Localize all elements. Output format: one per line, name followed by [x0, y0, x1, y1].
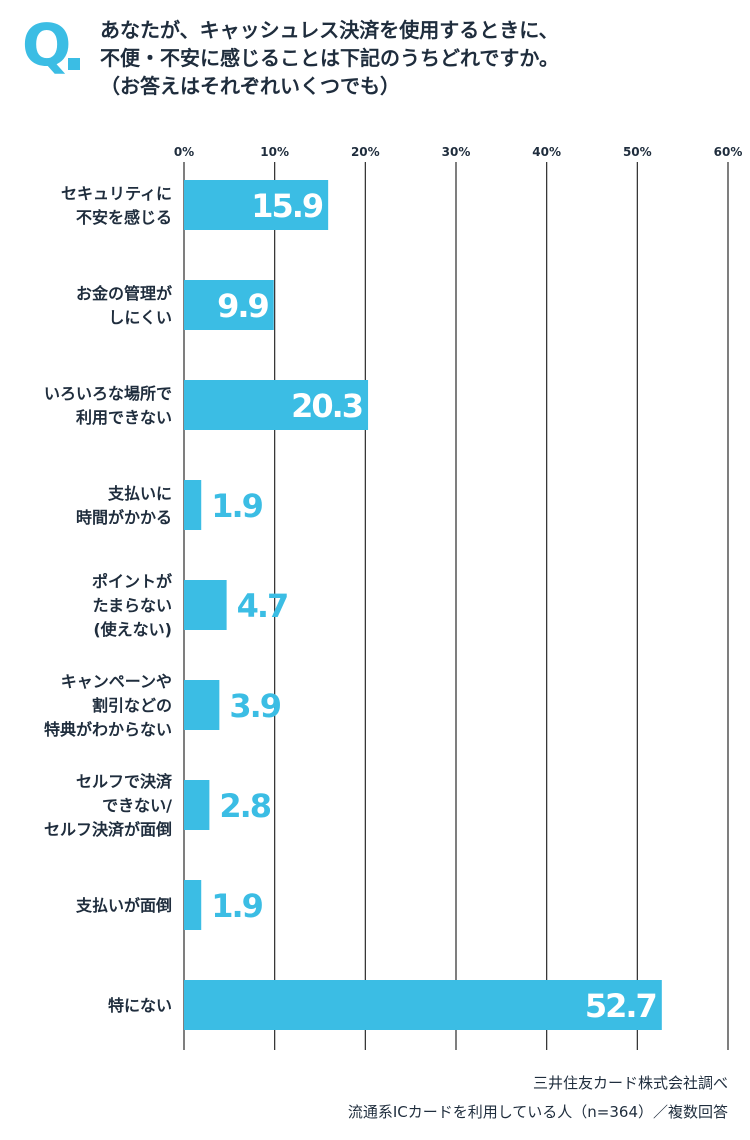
- category-label: 特にない: [108, 996, 172, 1015]
- category-label: 支払いに: [107, 484, 172, 503]
- source-note: 三井住友カード株式会社調べ: [532, 1074, 728, 1092]
- category-label: セルフで決済: [76, 772, 173, 791]
- category-label: できない/: [102, 796, 172, 815]
- tick-label: 50%: [623, 145, 652, 159]
- value-label: 3.9: [229, 687, 280, 725]
- bar: [184, 380, 369, 430]
- question-line: （お答えはそれぞれいくつでも）: [100, 74, 400, 98]
- category-label: セルフ決済が面倒: [44, 820, 172, 839]
- category-label: たまらない: [92, 596, 172, 615]
- category-label: 割引などの: [92, 696, 172, 715]
- category-label: しにくい: [108, 308, 172, 327]
- question-mark: Q: [22, 11, 72, 79]
- value-label: 15.9: [251, 187, 323, 225]
- tick-label: 40%: [532, 145, 561, 159]
- tick-label: 0%: [174, 145, 194, 159]
- bar: [184, 880, 202, 930]
- bar: [184, 680, 220, 730]
- value-label: 9.9: [217, 287, 268, 325]
- question-mark-dot: [68, 58, 80, 70]
- value-label: 20.3: [291, 387, 362, 425]
- bar: [184, 580, 227, 630]
- value-label: 2.8: [219, 787, 270, 825]
- category-label: お金の管理が: [76, 284, 172, 303]
- category-label: セキュリティに: [61, 184, 172, 203]
- bar: [184, 780, 210, 830]
- tick-label: 60%: [714, 145, 743, 159]
- bar: [184, 280, 274, 330]
- category-label: 利用できない: [76, 408, 172, 427]
- question-line: 不便・不安に感じることは下記のうちどれですか。: [100, 46, 559, 70]
- tick-label: 10%: [260, 145, 289, 159]
- category-label: ポイントが: [92, 572, 172, 591]
- category-label: 特典がわからない: [44, 720, 172, 739]
- value-label: 4.7: [237, 587, 288, 625]
- sample-note: 流通系ICカードを利用している人（n=364）／複数回答: [347, 1103, 728, 1121]
- category-label: いろいろな場所で: [44, 384, 172, 403]
- category-label: 不安を感じる: [76, 208, 172, 227]
- tick-label: 20%: [351, 145, 380, 159]
- bar: [184, 180, 329, 230]
- tick-label: 30%: [442, 145, 471, 159]
- category-label: (使えない): [93, 620, 172, 639]
- question-line: あなたが、キャッシュレス決済を使用するときに、: [100, 18, 559, 42]
- value-label: 52.7: [585, 987, 656, 1025]
- bar: [184, 480, 202, 530]
- category-label: 支払いが面倒: [75, 896, 172, 915]
- category-label: キャンペーンや: [61, 672, 172, 691]
- category-label: 時間がかかる: [76, 508, 172, 527]
- value-label: 1.9: [211, 487, 262, 525]
- question-text: あなたが、キャッシュレス決済を使用するときに、 不便・不安に感じることは下記のう…: [100, 16, 740, 100]
- value-label: 1.9: [211, 887, 262, 925]
- bar: [184, 980, 662, 1030]
